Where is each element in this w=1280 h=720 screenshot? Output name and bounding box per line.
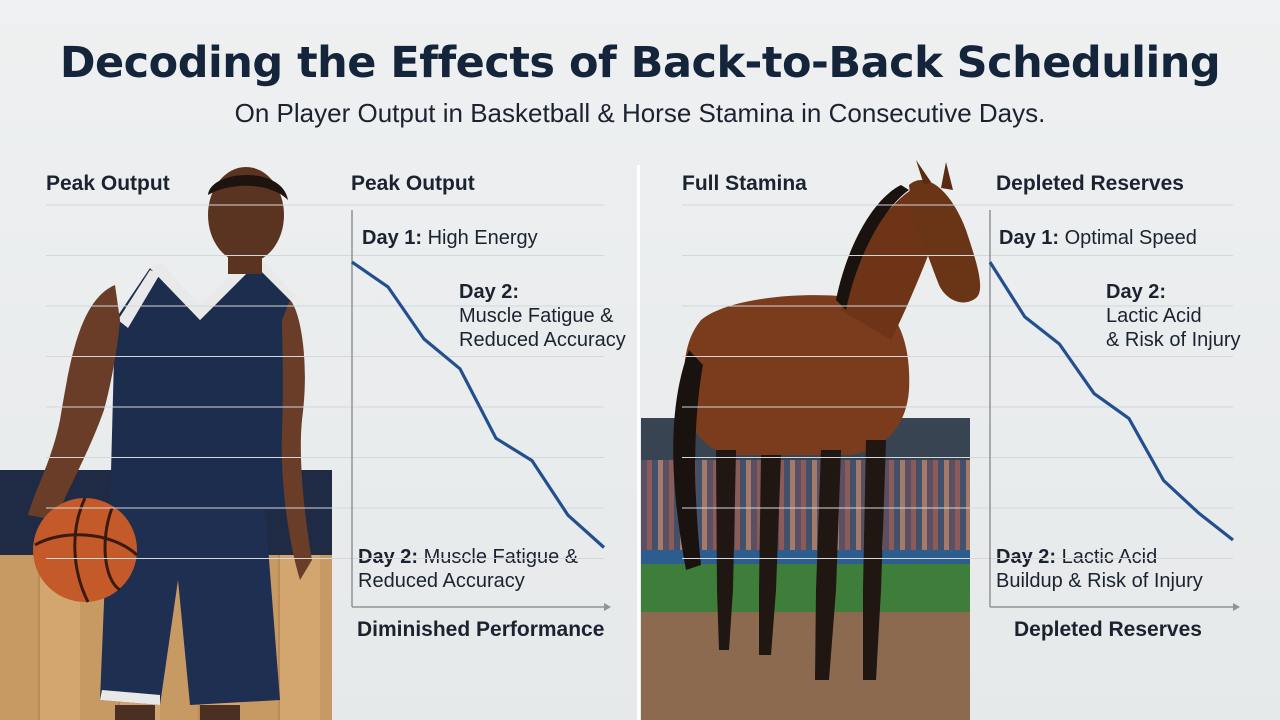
horse-label-day2-bottom-text: Lactic Acid	[1056, 546, 1158, 568]
basketball-player-image	[28, 167, 312, 720]
horse-label-day2-mid: Day 2: Lactic Acid & Risk of Injury	[1106, 280, 1240, 352]
horse-chart-header: Depleted Reserves	[996, 172, 1184, 195]
basketball-label-day2-bottom-line2: Reduced Accuracy	[358, 570, 525, 592]
basketball-label-day2-mid-key: Day 2:	[459, 281, 520, 303]
horse-label-day1: Day 1: Optimal Speed	[999, 226, 1197, 250]
basketball-label-day2-mid-line1: Muscle Fatigue &	[459, 305, 614, 327]
page-title: Decoding the Effects of Back-to-Back Sch…	[59, 38, 1221, 88]
horse-chart-footer: Depleted Reserves	[1014, 618, 1202, 641]
basketball-label-day1: Day 1: High Energy	[362, 226, 538, 250]
horse-label-day2-mid-line1: Lactic Acid	[1106, 305, 1202, 327]
basketball-chart-footer: Diminished Performance	[357, 618, 605, 641]
horse-label-day1-text: Optimal Speed	[1059, 227, 1197, 249]
basketball-photo-header: Peak Output	[46, 172, 170, 195]
horse-label-day2-mid-key: Day 2:	[1106, 281, 1167, 303]
basketball-label-day2-bottom-text: Muscle Fatigue &	[418, 546, 579, 568]
horse-label-day2-bottom-line2: Buildup & Risk of Injury	[996, 570, 1203, 592]
center-divider	[637, 165, 640, 720]
basketball-label-day2-bottom-key: Day 2:	[358, 546, 419, 568]
basketball-chart-header: Peak Output	[351, 172, 475, 195]
basketball-label-day2-mid-line2: Reduced Accuracy	[459, 329, 626, 351]
basketball-label-day1-key: Day 1:	[362, 227, 423, 249]
page-subtitle: On Player Output in Basketball & Horse S…	[234, 98, 1046, 128]
horse-label-day2-bottom-key: Day 2:	[996, 546, 1057, 568]
basketball-label-day1-text: High Energy	[422, 227, 538, 249]
basketball-label-day2-bottom: Day 2: Muscle Fatigue & Reduced Accuracy	[358, 545, 578, 593]
horse-label-day2-bottom: Day 2: Lactic Acid Buildup & Risk of Inj…	[996, 545, 1203, 593]
horse-x-axis-arrow	[1233, 603, 1240, 611]
basketball-x-axis-arrow	[604, 603, 611, 611]
basketball-label-day2-mid: Day 2: Muscle Fatigue & Reduced Accuracy	[459, 280, 626, 352]
horse-label-day1-key: Day 1:	[999, 227, 1060, 249]
horse-label-day2-mid-line2: & Risk of Injury	[1106, 329, 1241, 351]
horse-image	[673, 160, 981, 680]
horse-photo-header: Full Stamina	[682, 172, 807, 195]
